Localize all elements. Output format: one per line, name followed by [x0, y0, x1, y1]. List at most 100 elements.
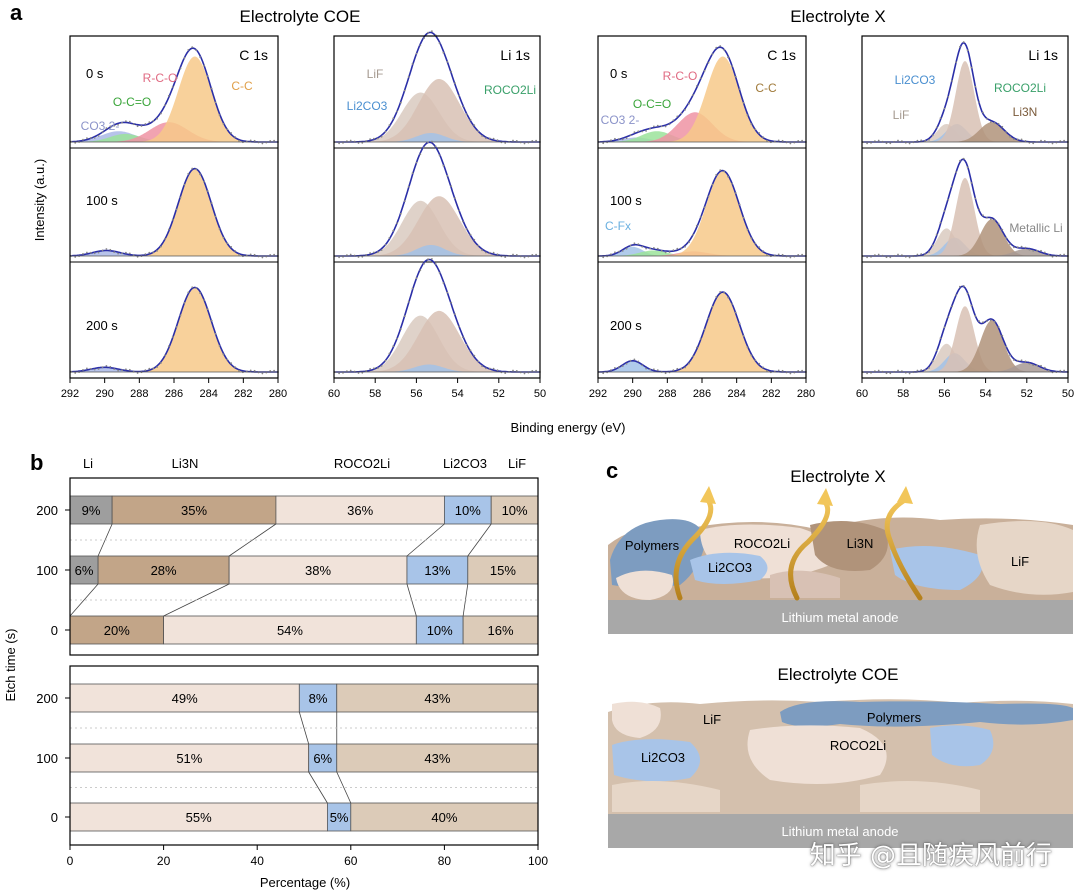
xps-data-point — [222, 236, 225, 239]
xps-data-point — [434, 145, 437, 148]
xps-data-point — [688, 241, 690, 244]
xps-data-point — [1028, 362, 1031, 365]
xps-data-point — [226, 242, 229, 245]
xps-data-point — [136, 125, 139, 128]
xps-data-point — [403, 200, 406, 203]
xps-data-point — [434, 263, 437, 265]
xps-data-point — [959, 45, 961, 48]
x-tick-label: 0 — [67, 854, 74, 868]
xps-data-point — [454, 82, 456, 85]
xps-data-point — [955, 294, 957, 296]
xps-data-point — [234, 366, 237, 368]
xps-data-point — [148, 367, 151, 370]
xps-data-point — [365, 140, 368, 142]
x-tick-label: 50 — [1062, 388, 1074, 400]
xps-data-point — [504, 142, 507, 144]
x-tick-label: 58 — [369, 388, 381, 400]
xps-data-point — [707, 195, 710, 198]
xps-data-point — [473, 354, 476, 357]
xps-data-point — [695, 224, 698, 227]
xps-data-point — [974, 85, 977, 88]
peak-label: Li3N — [1013, 105, 1038, 119]
xps-data-point — [684, 366, 686, 369]
bar-segment — [163, 615, 417, 645]
xps-data-point — [668, 123, 671, 126]
xps-data-point — [645, 247, 647, 250]
xps-data-point — [928, 251, 930, 253]
x-tick-label: 286 — [693, 388, 711, 400]
xps-data-point — [653, 368, 655, 371]
xps-data-point — [419, 153, 422, 156]
xps-data-point — [885, 142, 888, 145]
xps-data-point — [179, 314, 182, 317]
roco2li-label-coe: ROCO2Li — [830, 738, 886, 753]
xps-data-point — [715, 295, 718, 298]
xps-data-point — [121, 369, 123, 371]
peak-label: Li2CO3 — [347, 99, 388, 113]
schematic-title-coe: Electrolyte COE — [778, 665, 899, 684]
watermark: 知乎 @且随疾风前行 — [809, 841, 1052, 871]
bar-value-label: 10% — [427, 623, 453, 638]
anode-layer-coe — [608, 812, 1073, 848]
xps-data-point — [727, 56, 729, 59]
xps-component-peak — [862, 362, 1068, 372]
xps-data-point — [1059, 253, 1062, 256]
x-tick-label: 282 — [762, 388, 780, 400]
polymers-label-x: Polymers — [625, 538, 680, 553]
xps-component-peak — [70, 56, 278, 142]
xps-data-point — [789, 142, 792, 145]
segment-connector — [228, 523, 277, 557]
xps-data-point — [692, 355, 694, 358]
x-tick-label: 280 — [797, 388, 815, 400]
xps-data-point — [629, 359, 632, 362]
panel-c-label: c — [606, 458, 618, 483]
xps-data-point — [870, 372, 872, 374]
xps-data-point — [273, 253, 275, 256]
xps-data-point — [955, 61, 957, 64]
xps-data-point — [986, 217, 988, 219]
xps-data-point — [680, 367, 683, 370]
xps-subplot-1: 292 290 288 286 284 282 280 C 1s — [61, 35, 287, 400]
xps-data-point — [535, 139, 537, 142]
bar-value-label: 36% — [347, 503, 373, 518]
xps-data-point — [1024, 360, 1027, 363]
xps-data-point — [117, 124, 119, 126]
xps-data-point — [384, 359, 387, 362]
segment-connector — [336, 771, 352, 804]
category-label: 200 — [36, 503, 58, 518]
xps-component-peak — [598, 131, 806, 142]
x-tick-label: 288 — [658, 388, 676, 400]
segment-connector — [298, 711, 310, 745]
xps-data-point — [531, 254, 534, 256]
xps-data-point — [1013, 138, 1015, 141]
xps-data-point — [210, 202, 213, 204]
xps-data-point — [376, 137, 379, 140]
xps-data-point — [889, 256, 892, 259]
xps-data-point — [238, 369, 240, 372]
xps-data-point — [160, 362, 162, 364]
xps-data-point — [105, 127, 108, 130]
xps-fit-envelope — [70, 167, 278, 257]
xps-data-point — [384, 130, 387, 133]
bar-value-label: 43% — [424, 751, 450, 766]
xps-data-point — [641, 245, 644, 248]
xps-data-point — [152, 367, 155, 370]
xps-data-point — [218, 345, 221, 347]
xps-data-point — [672, 249, 675, 252]
xps-data-point — [1016, 138, 1019, 141]
xps-data-point — [152, 251, 155, 254]
xps-data-point — [1032, 142, 1035, 145]
xps-data-point — [885, 256, 888, 259]
grain-x1 — [616, 570, 674, 600]
xps-data-point — [105, 248, 108, 250]
xps-data-point — [1063, 139, 1065, 142]
xps-data-point — [427, 141, 429, 144]
bar-value-label: 20% — [104, 623, 130, 638]
xps-data-point — [688, 362, 690, 365]
xps-data-point — [978, 101, 981, 103]
xps-data-point — [485, 137, 487, 140]
xps-data-point — [253, 369, 256, 372]
bar-segment — [298, 683, 338, 713]
xps-data-point — [738, 322, 741, 325]
xps-data-point — [897, 253, 899, 256]
